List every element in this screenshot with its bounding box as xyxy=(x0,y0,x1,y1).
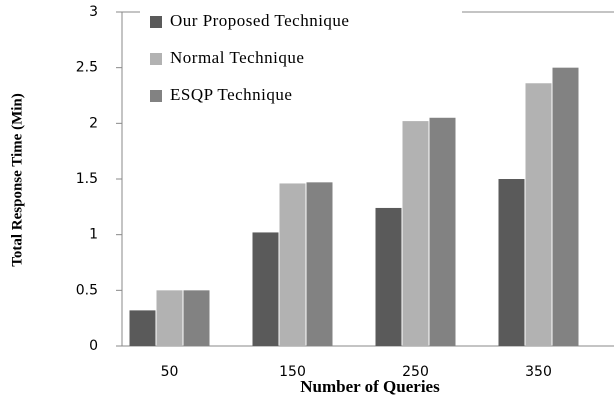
y-tick-label: 1.5 xyxy=(76,171,98,187)
x-tick-label: 50 xyxy=(161,364,179,380)
bar xyxy=(429,117,456,347)
legend-label: Normal Technique xyxy=(170,48,304,67)
bar xyxy=(156,290,183,346)
legend-swatch xyxy=(150,16,162,28)
legend-swatch xyxy=(150,53,162,65)
bar xyxy=(183,290,210,346)
y-axis-title: Total Response Time (Min) xyxy=(9,93,25,267)
bar xyxy=(252,232,279,346)
bar xyxy=(306,182,333,346)
legend-box xyxy=(140,4,462,116)
legend-label: ESQP Technique xyxy=(170,85,292,104)
y-tick-label: 3 xyxy=(89,4,98,20)
x-axis-title: Number of Queries xyxy=(300,377,440,396)
legend-label: Our Proposed Technique xyxy=(170,11,349,30)
bar xyxy=(498,179,525,346)
bar xyxy=(402,121,429,347)
bar xyxy=(279,183,306,346)
y-tick-label: 0.5 xyxy=(76,282,98,298)
x-tick-label: 350 xyxy=(525,364,552,380)
bar xyxy=(552,67,579,347)
bar xyxy=(525,83,552,347)
y-tick-label: 2 xyxy=(89,115,98,131)
legend-swatch xyxy=(150,90,162,102)
bar xyxy=(375,207,402,346)
x-tick-label: 150 xyxy=(279,364,306,380)
y-tick-label: 1 xyxy=(89,227,98,243)
x-tick-label: 250 xyxy=(402,364,429,380)
bar xyxy=(129,310,156,346)
y-tick-label: 2.5 xyxy=(76,60,98,76)
y-tick-label: 0 xyxy=(89,338,98,354)
